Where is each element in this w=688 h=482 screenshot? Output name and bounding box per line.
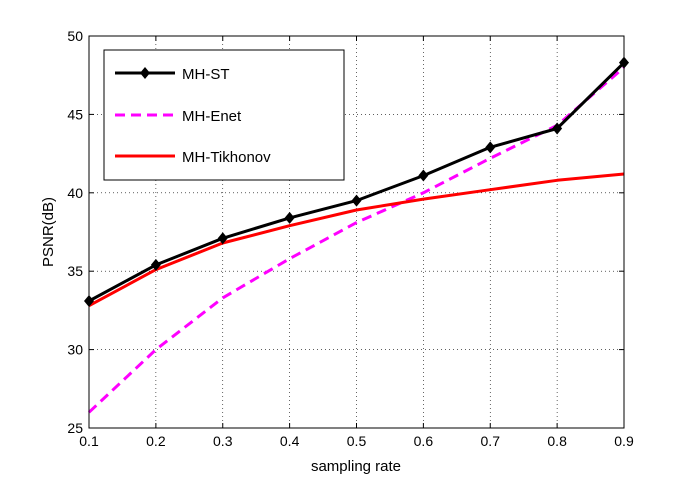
- data-point-mh-st: [485, 141, 496, 154]
- x-tick-label: 0.6: [414, 433, 434, 449]
- legend: MH-ST MH-Enet MH-Tikhonov: [103, 49, 345, 181]
- x-tick-label: 0.1: [79, 433, 99, 449]
- legend-label-mh-tikhonov: MH-Tikhonov: [182, 149, 271, 166]
- y-tick-label: 35: [67, 263, 83, 279]
- data-point-mh-st: [351, 194, 362, 207]
- data-point-mh-st: [217, 232, 228, 245]
- x-tick-label: 0.2: [146, 433, 166, 449]
- x-tick-label: 0.9: [614, 433, 634, 449]
- series-layer: [84, 56, 629, 414]
- y-tick-label: 50: [67, 28, 83, 44]
- legend-label-mh-st: MH-ST: [182, 66, 230, 83]
- data-point-mh-st: [284, 211, 295, 224]
- x-tick-label: 0.5: [347, 433, 367, 449]
- y-tick-label: 40: [67, 185, 83, 201]
- x-tick-label: 0.3: [213, 433, 233, 449]
- ticks: 0.1 0.2 0.3 0.4 0.5 0.6 0.7 0.8 0.9 25 30 35 40 45 50: [67, 28, 634, 449]
- data-point-mh-st: [150, 258, 161, 271]
- legend-label-mh-enet: MH-Enet: [182, 108, 242, 125]
- series-line-mh-tikhonov: [88, 172, 625, 308]
- x-axis-label: sampling rate: [311, 458, 401, 475]
- data-point-mh-st: [418, 169, 429, 182]
- y-axis-label: PSNR(dB): [40, 197, 57, 267]
- series-line-mh-enet: [87, 66, 625, 414]
- y-tick-label: 30: [67, 342, 83, 358]
- grid: [89, 36, 624, 428]
- data-point-mh-st: [552, 122, 563, 135]
- x-tick-label: 0.4: [280, 433, 300, 449]
- legend-marker-mh-st: [140, 67, 150, 79]
- y-tick-label: 25: [67, 420, 83, 436]
- y-tick-label: 45: [67, 106, 83, 122]
- x-tick-label: 0.7: [481, 433, 501, 449]
- x-tick-label: 0.8: [547, 433, 567, 449]
